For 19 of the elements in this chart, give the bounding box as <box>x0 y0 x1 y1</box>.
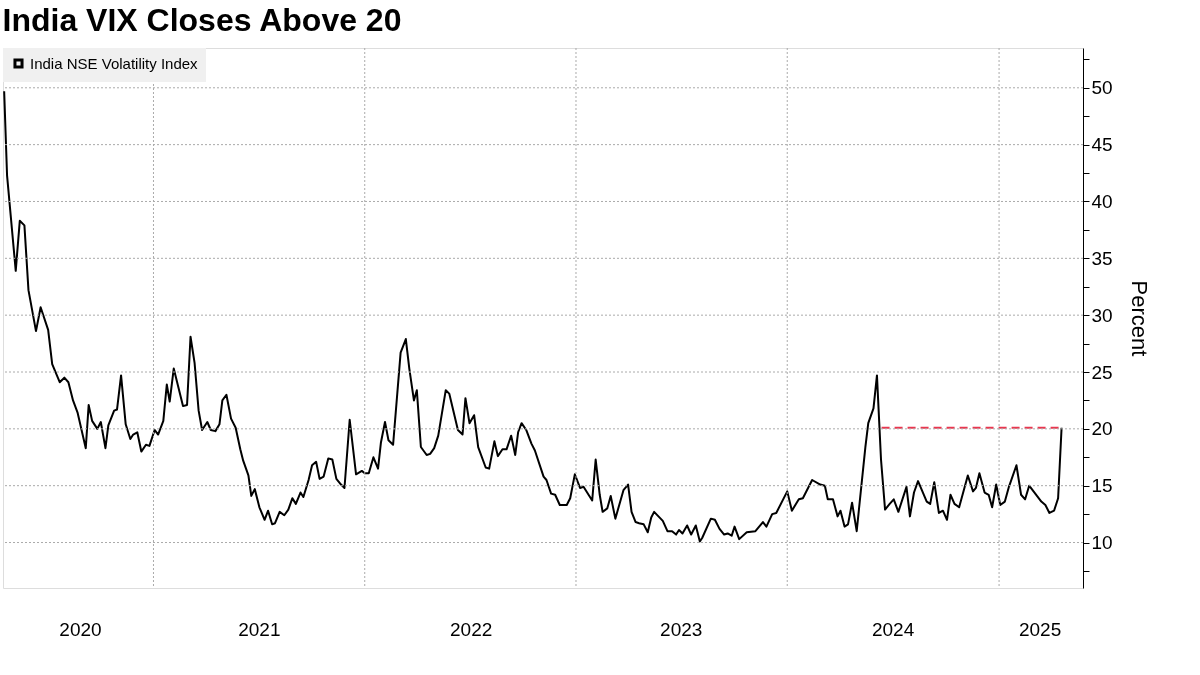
x-tick-label: 2020 <box>59 618 102 640</box>
line-series <box>3 90 1063 543</box>
x-tick-label: 2023 <box>660 618 703 640</box>
y-tick-label: 40 <box>1091 190 1113 212</box>
y-axis-title: Percent <box>1126 280 1152 357</box>
x-tick-label: 2022 <box>450 618 493 640</box>
y-tick-label: 10 <box>1091 532 1113 554</box>
y-tick-label: 35 <box>1091 247 1113 269</box>
y-tick-label: 50 <box>1091 77 1113 99</box>
x-tick-label: 2024 <box>871 618 915 640</box>
x-tick-label: 2021 <box>238 618 281 640</box>
y-tick-label: 15 <box>1091 475 1113 497</box>
legend-label: India NSE Volatility Index <box>30 54 199 72</box>
y-tick-label: 20 <box>1091 418 1113 440</box>
y-tick-label: 30 <box>1091 304 1113 326</box>
y-tick-label: 25 <box>1091 361 1113 383</box>
chart-title: India VIX Closes Above 20 <box>2 1 402 38</box>
y-tick-label: 45 <box>1091 134 1113 156</box>
x-tick-label: 2025 <box>1018 618 1062 640</box>
